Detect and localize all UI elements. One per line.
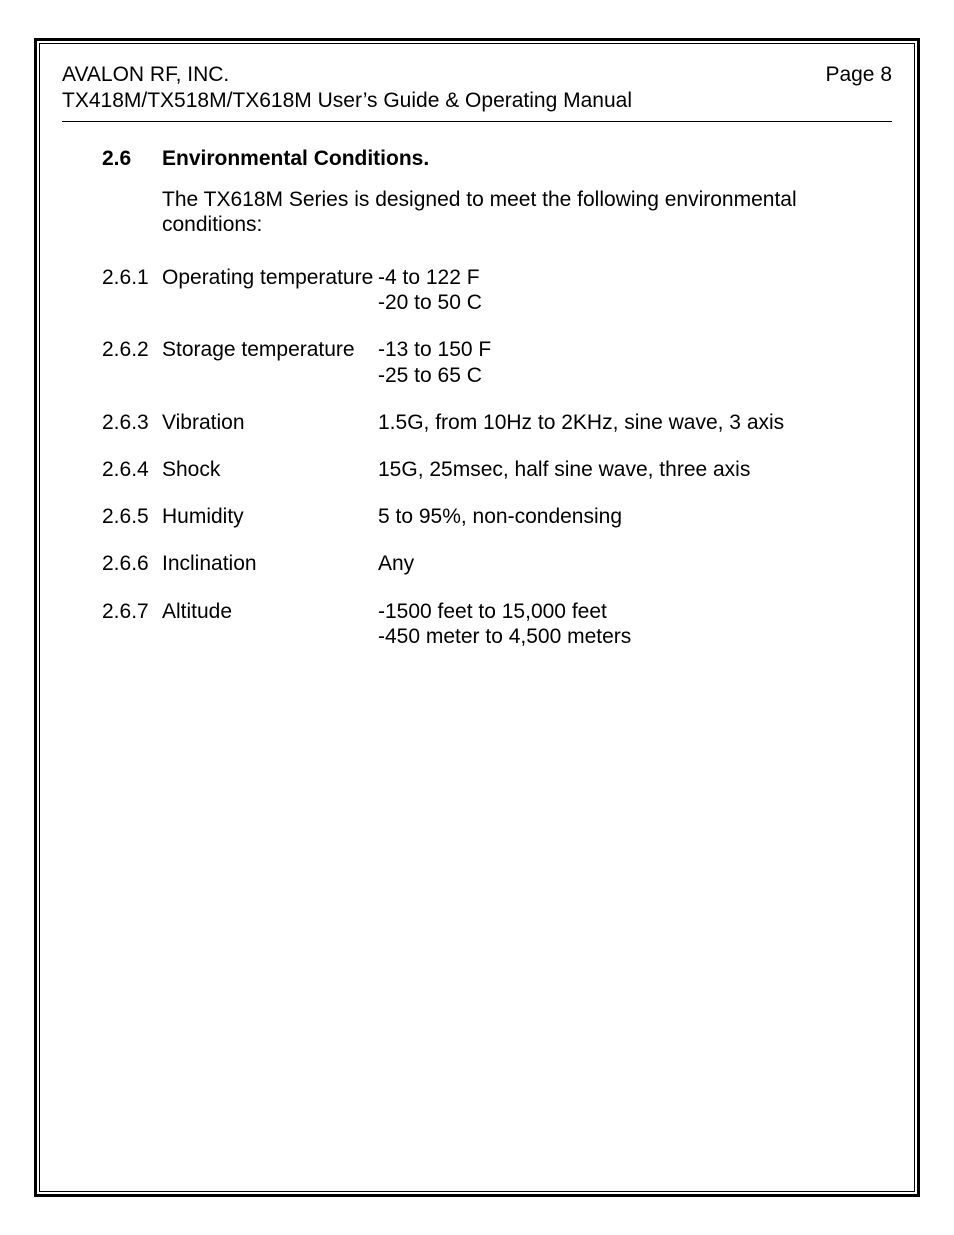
spec-row: 2.6.7 Altitude -1500 feet to 15,000 feet… [102,599,892,649]
spec-label: Operating temperature [162,265,378,315]
spec-value: 15G, 25msec, half sine wave, three axis [378,457,892,482]
spec-label-col: 2.6.3 Vibration [102,410,378,435]
spec-label: Altitude [162,599,378,649]
spec-label-col: 2.6.4 Shock [102,457,378,482]
spec-value: -1500 feet to 15,000 feet -450 meter to … [378,599,892,649]
spec-value-line: Any [378,551,892,576]
spec-value-line: -1500 feet to 15,000 feet [378,599,892,624]
spec-value: Any [378,551,892,576]
spec-number: 2.6.3 [102,410,162,435]
spec-value: -4 to 122 F -20 to 50 C [378,265,892,315]
spec-value: 1.5G, from 10Hz to 2KHz, sine wave, 3 ax… [378,410,892,435]
spec-value: 5 to 95%, non-condensing [378,504,892,529]
spec-number: 2.6.6 [102,551,162,576]
spec-value: -13 to 150 F -25 to 65 C [378,337,892,387]
section-intro: The TX618M Series is designed to meet th… [162,187,862,237]
section-number: 2.6 [102,146,162,171]
doc-title: TX418M/TX518M/TX618M User’s Guide & Oper… [62,88,632,114]
spec-label-col: 2.6.2 Storage temperature [102,337,378,387]
spec-value-line: -20 to 50 C [378,290,892,315]
spec-value-line: 15G, 25msec, half sine wave, three axis [378,457,892,482]
spec-label-col: 2.6.6 Inclination [102,551,378,576]
spec-number: 2.6.2 [102,337,162,387]
spec-label-col: 2.6.5 Humidity [102,504,378,529]
spec-value-line: -25 to 65 C [378,363,892,388]
page-content: 2.6 Environmental Conditions. The TX618M… [62,122,892,649]
spec-value-line: -4 to 122 F [378,265,892,290]
spec-number: 2.6.4 [102,457,162,482]
spec-row: 2.6.1 Operating temperature -4 to 122 F … [102,265,892,315]
spec-value-line: -13 to 150 F [378,337,892,362]
spec-row: 2.6.2 Storage temperature -13 to 150 F -… [102,337,892,387]
spec-value-line: -450 meter to 4,500 meters [378,624,892,649]
spec-row: 2.6.4 Shock 15G, 25msec, half sine wave,… [102,457,892,482]
spec-value-line: 5 to 95%, non-condensing [378,504,892,529]
spec-label: Vibration [162,410,378,435]
spec-value-line: 1.5G, from 10Hz to 2KHz, sine wave, 3 ax… [378,410,892,435]
header-left: AVALON RF, INC. TX418M/TX518M/TX618M Use… [62,62,632,115]
document-page: AVALON RF, INC. TX418M/TX518M/TX618M Use… [0,0,954,1235]
page-number: Page 8 [825,62,892,88]
spec-label-col: 2.6.7 Altitude [102,599,378,649]
page-header: AVALON RF, INC. TX418M/TX518M/TX618M Use… [62,62,892,122]
inner-border: AVALON RF, INC. TX418M/TX518M/TX618M Use… [39,43,915,1192]
spec-list: 2.6.1 Operating temperature -4 to 122 F … [102,265,892,649]
spec-row: 2.6.3 Vibration 1.5G, from 10Hz to 2KHz,… [102,410,892,435]
section-title: Environmental Conditions. [162,146,429,171]
spec-row: 2.6.5 Humidity 5 to 95%, non-condensing [102,504,892,529]
spec-number: 2.6.5 [102,504,162,529]
spec-label: Shock [162,457,378,482]
spec-label-col: 2.6.1 Operating temperature [102,265,378,315]
spec-label: Inclination [162,551,378,576]
spec-row: 2.6.6 Inclination Any [102,551,892,576]
spec-label: Humidity [162,504,378,529]
spec-number: 2.6.7 [102,599,162,649]
outer-border: AVALON RF, INC. TX418M/TX518M/TX618M Use… [34,38,920,1197]
company-name: AVALON RF, INC. [62,62,632,88]
spec-number: 2.6.1 [102,265,162,315]
section-heading: 2.6 Environmental Conditions. [102,146,892,171]
spec-label: Storage temperature [162,337,378,387]
